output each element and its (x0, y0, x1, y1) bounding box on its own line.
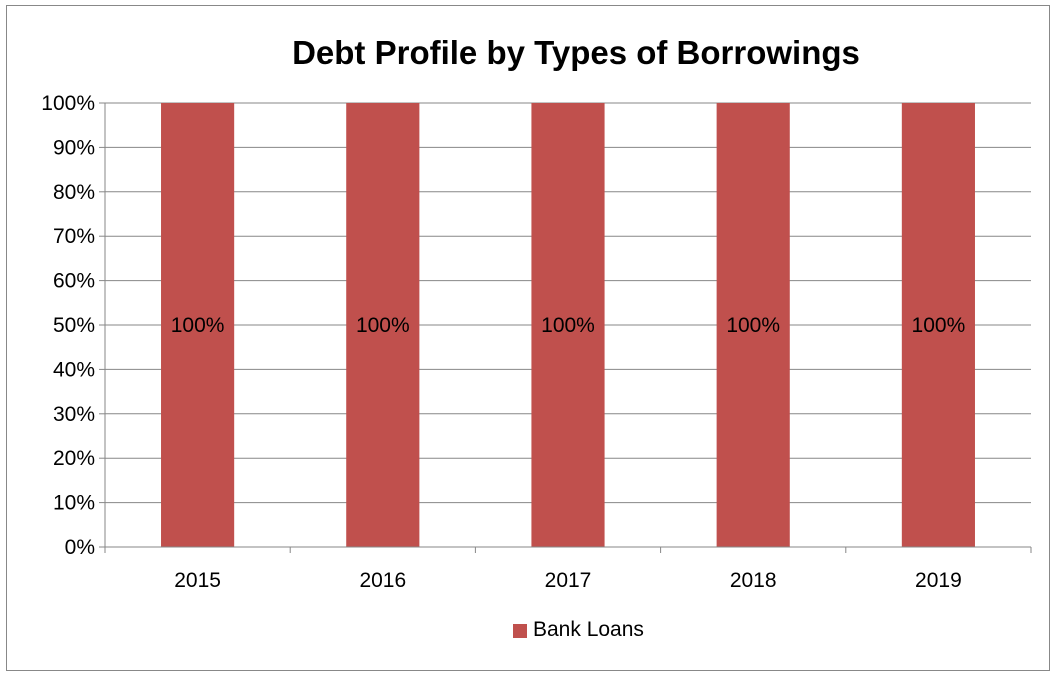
data-label-2015: 100% (171, 314, 225, 337)
x-tick-label-2015: 2015 (174, 569, 221, 592)
y-tick-label: 50% (53, 314, 95, 337)
legend-swatch (513, 624, 527, 638)
bar-2015 (161, 103, 235, 547)
data-label-2016: 100% (356, 314, 410, 337)
x-tick-label-2017: 2017 (545, 569, 592, 592)
legend: Bank Loans (513, 618, 644, 641)
legend-label: Bank Loans (533, 618, 644, 641)
bar-2016 (346, 103, 420, 547)
chart-title: Debt Profile by Types of Borrowings (292, 34, 860, 71)
y-tick-label: 60% (53, 270, 95, 293)
data-label-2018: 100% (726, 314, 780, 337)
y-tick-label: 40% (53, 358, 95, 381)
y-tick-label: 20% (53, 447, 95, 470)
bar-2018 (716, 103, 790, 547)
y-tick-label: 100% (41, 92, 95, 115)
y-tick-label: 30% (53, 403, 95, 426)
chart-frame: Debt Profile by Types of Borrowings 0% 10… (6, 5, 1050, 671)
bars (161, 103, 975, 547)
y-tick-label: 70% (53, 225, 95, 248)
chart-canvas: Debt Profile by Types of Borrowings 0% 10… (41, 34, 1032, 641)
y-tick-label: 0% (65, 536, 95, 559)
x-tick-label-2016: 2016 (359, 569, 406, 592)
labels: 0% 10% 20% 30% 40% 50% 60% 70% 80% 90% 100% 100% 201… (41, 92, 965, 592)
y-tick-label: 80% (53, 181, 95, 204)
y-tick-label: 90% (53, 136, 95, 159)
data-label-2017: 100% (541, 314, 595, 337)
bar-2017 (531, 103, 605, 547)
data-label-2019: 100% (912, 314, 966, 337)
x-tick-label-2018: 2018 (730, 569, 777, 592)
axes (99, 102, 1032, 553)
y-tick-label: 10% (53, 492, 95, 515)
x-tick-label-2019: 2019 (915, 569, 962, 592)
bar-2019 (901, 103, 975, 547)
